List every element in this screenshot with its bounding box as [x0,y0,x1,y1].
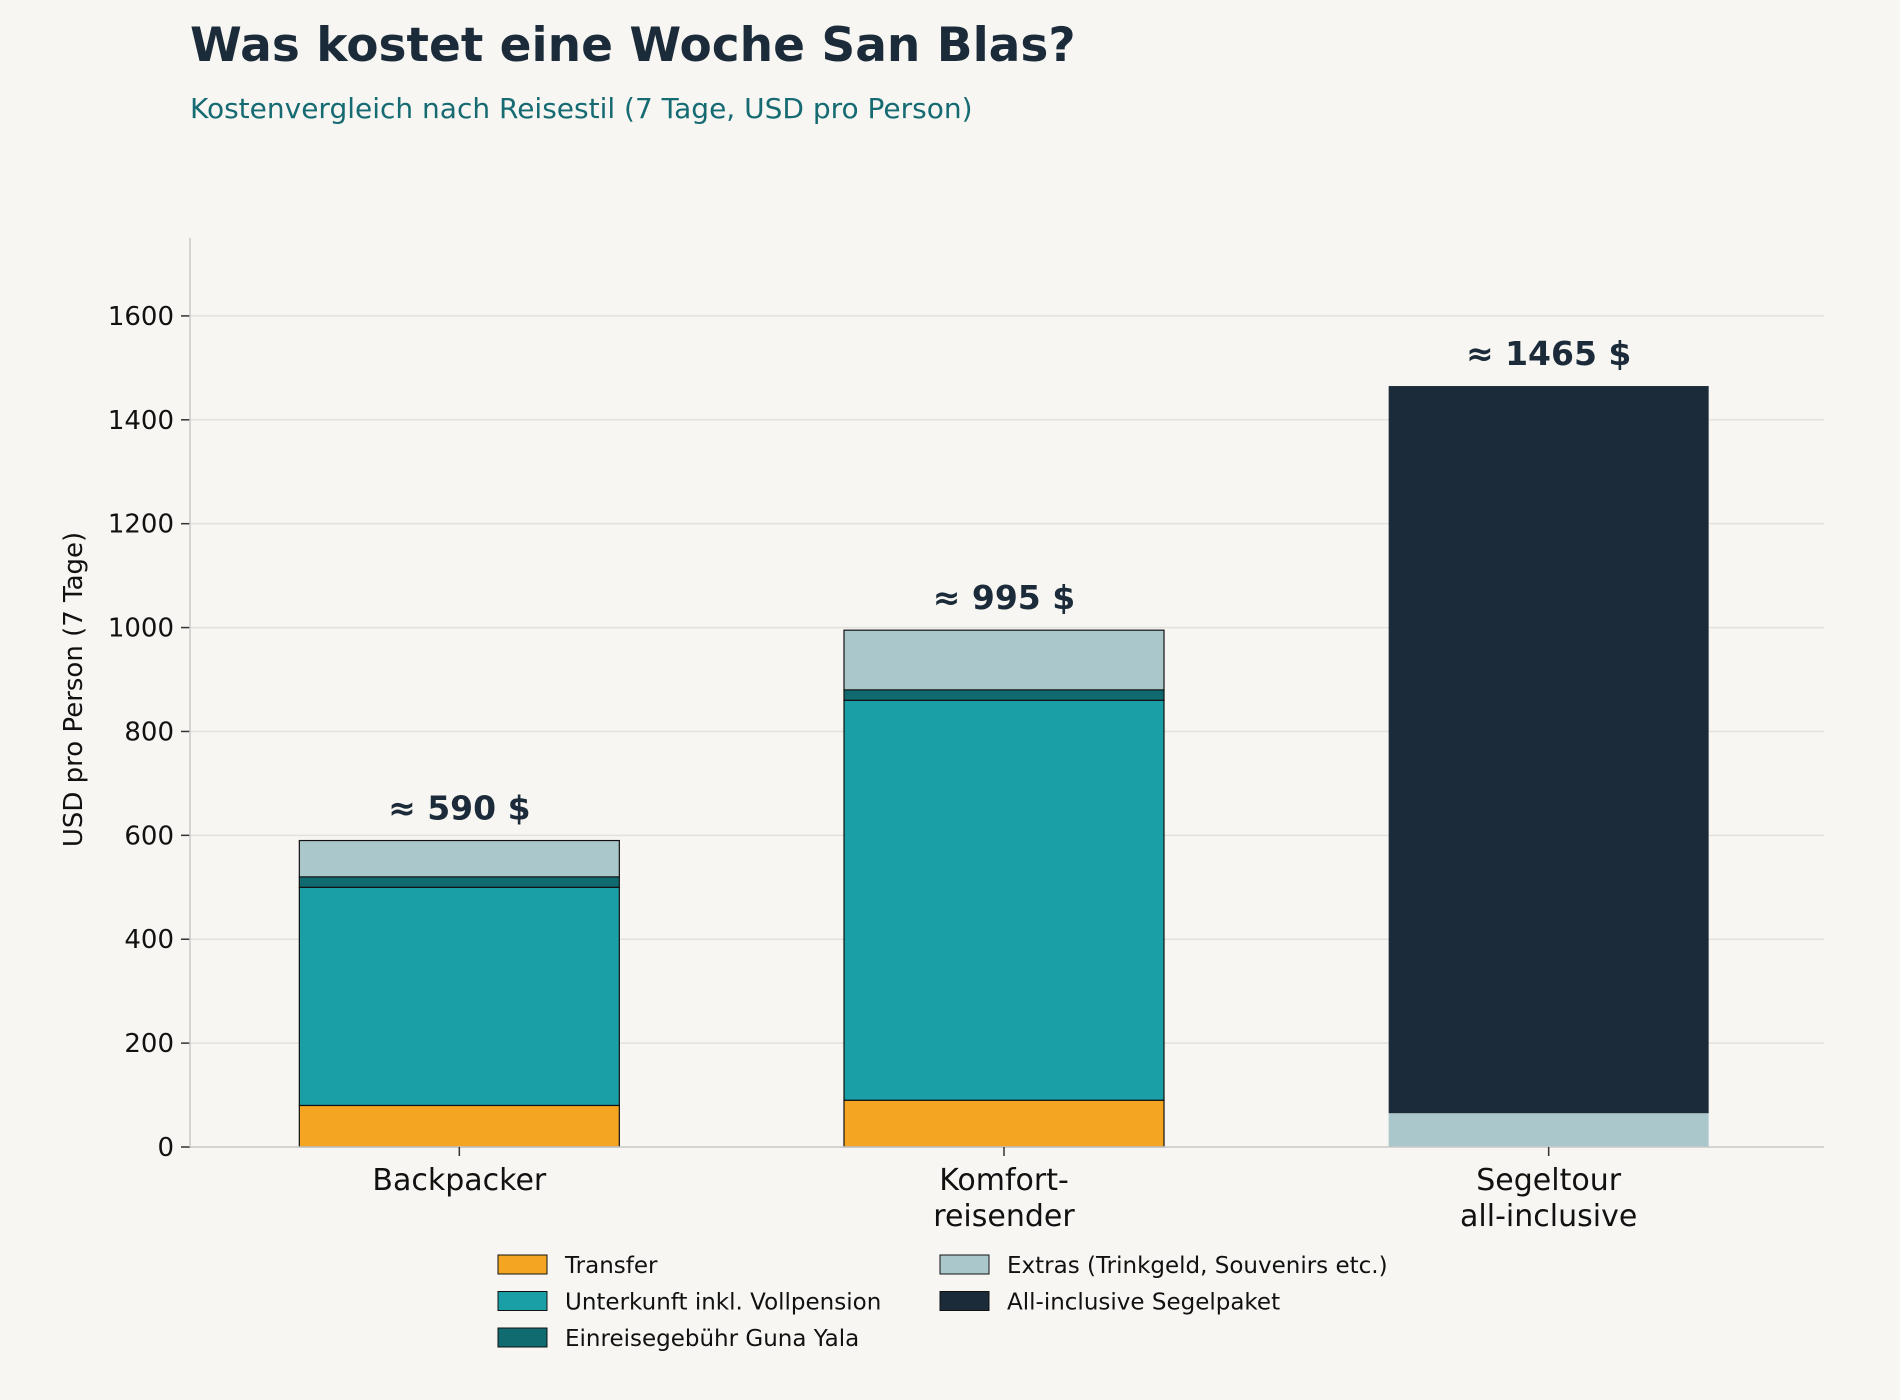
legend-swatch [497,1327,548,1348]
legend-swatch [497,1291,548,1311]
y-tick-label: 200 [124,1029,174,1059]
legend-label: Extras (Trinkgeld, Souvenirs etc.) [1007,1253,1388,1279]
y-tick-label: 1400 [108,406,174,436]
bar-segment [843,699,1165,1101]
y-tick-label: 1200 [108,510,174,540]
axes: 0 200 400 600 800 1000 1200 1400 1600 USD pro Per… [59,238,1824,1234]
legend-label: Einreisegebühr Guna Yala [565,1326,859,1352]
legend-label: All-inclusive Segelpaket [1007,1290,1280,1316]
bar-segment [298,876,620,888]
y-tick-label: 1000 [108,614,174,644]
chart-title: Was kostet eine Woche San Blas? [190,18,1076,73]
y-tick-label: 1600 [108,302,174,332]
x-tick-label: Segeltour [1476,1163,1621,1198]
bar-segment [1388,386,1709,1114]
y-tick-label: 0 [157,1133,174,1163]
total-label: ≈ 1465 $ [1466,334,1631,373]
legend-label: Unterkunft inkl. Vollpension [565,1290,881,1316]
legend-label: Transfer [564,1253,658,1279]
legend: Transfer Unterkunft inkl. Vollpension Einr… [497,1253,1388,1352]
x-tick-label: reisender [933,1199,1075,1234]
bar-segment [843,629,1165,691]
total-label: ≈ 590 $ [388,789,530,828]
bar-segment [843,1099,1165,1148]
legend-swatch [497,1254,548,1275]
y-tick-label: 400 [124,925,174,955]
y-tick-label: 600 [124,821,174,851]
chart-subtitle: Kostenvergleich nach Reisestil (7 Tage, … [190,92,973,125]
x-tick-label: Backpacker [372,1163,547,1198]
bar-segment [298,1104,620,1148]
x-tick-label: all-inclusive [1460,1199,1637,1234]
bar-segment [298,839,620,878]
total-label: ≈ 995 $ [933,578,1075,617]
y-tick-label: 800 [124,717,174,747]
bar-segment [1388,1113,1709,1147]
legend-swatch [939,1291,990,1311]
bars [298,386,1709,1148]
total-labels: ≈ 590 $ ≈ 995 $ ≈ 1465 $ [388,334,1631,828]
bar-segment [298,886,620,1107]
legend-swatch [939,1254,990,1275]
y-axis-label: USD pro Person (7 Tage) [59,532,89,847]
bar-segment [843,689,1165,701]
x-tick-label: Komfort- [939,1163,1069,1198]
